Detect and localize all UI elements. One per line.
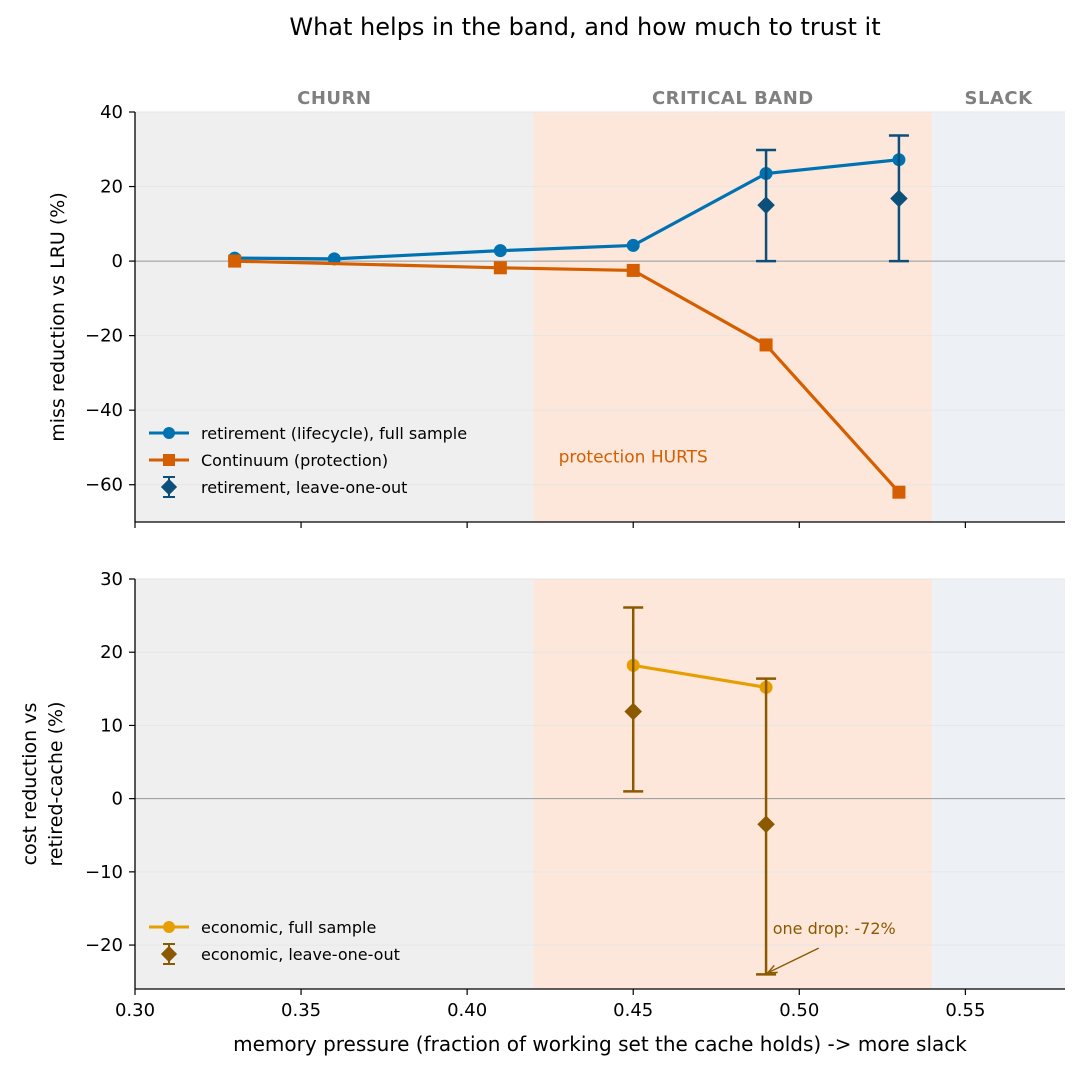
legend-label: retirement (lifecycle), full sample — [201, 424, 467, 443]
legend-item: economic, full sample — [149, 918, 376, 937]
y-tick-label: 10 — [100, 715, 123, 736]
annotation-text: one drop: -72% — [773, 919, 896, 938]
legend-item: economic, leave-one-out — [160, 943, 400, 965]
y-axis-label-line: retired-cache (%) — [45, 702, 67, 867]
region-3 — [932, 579, 1065, 989]
series-2 — [623, 606, 777, 976]
region-label: CRITICAL BAND — [652, 88, 814, 109]
data-point — [890, 189, 908, 208]
y-tick-label: −60 — [85, 475, 123, 496]
data-point — [892, 485, 906, 499]
x-tick-label: 0.30 — [115, 1000, 155, 1021]
x-tick-label: 0.45 — [613, 1000, 653, 1021]
x-tick-label: 0.40 — [447, 1000, 487, 1021]
series-3 — [756, 134, 909, 263]
legend-item: retirement, leave-one-out — [160, 476, 407, 498]
annotation-arrowhead — [766, 964, 778, 974]
region-1 — [135, 579, 534, 989]
y-tick-label: −20 — [85, 326, 123, 347]
data-point — [626, 263, 640, 277]
data-point — [626, 238, 640, 252]
y-tick-label: 0 — [112, 789, 123, 810]
series-line — [234, 158, 900, 261]
data-point — [624, 702, 642, 721]
panel-2: 30 20 10 0 −10 −20 0.30 0.35 0.40 0.45 0.50 0.55 cos… — [19, 569, 1065, 1021]
legend: economic, full sample economic, leave-one… — [149, 918, 400, 965]
panel-1: CHURN CRITICAL BAND SLACK 40 20 0 −20 −40 −60 mis… — [47, 88, 1065, 528]
x-axis-label: memory pressure (fraction of working set… — [233, 1032, 967, 1056]
y-tick-label: −40 — [85, 400, 123, 421]
legend-marker — [163, 921, 175, 933]
chart-title: What helps in the band, and how much to … — [289, 13, 880, 41]
x-tick-label: 0.50 — [779, 1000, 819, 1021]
legend-label: economic, leave-one-out — [201, 945, 400, 964]
y-tick-label: 20 — [100, 642, 123, 663]
y-axis-label-line: miss reduction vs LRU (%) — [47, 192, 69, 442]
series-line — [632, 663, 767, 689]
y-tick-label: −10 — [85, 862, 123, 883]
y-axis-label-line: cost reduction vs — [19, 703, 41, 866]
region-label: CHURN — [297, 88, 371, 109]
legend-marker — [163, 454, 175, 466]
data-point — [759, 338, 773, 352]
legend-label: economic, full sample — [201, 918, 376, 937]
y-axis-label: cost reduction vs retired-cache (%) — [19, 702, 67, 867]
data-point — [757, 196, 775, 214]
y-tick-label: 30 — [100, 569, 123, 590]
region-2 — [533, 579, 933, 989]
data-point — [493, 244, 507, 258]
series-2 — [228, 254, 906, 499]
x-tick-label: 0.35 — [281, 1000, 321, 1021]
annotation-text: protection HURTS — [559, 447, 708, 467]
legend-label: retirement, leave-one-out — [201, 478, 407, 497]
y-tick-label: 20 — [100, 177, 123, 198]
data-point — [228, 254, 242, 268]
region-1 — [135, 112, 534, 522]
legend: retirement (lifecycle), full sample Conti… — [149, 424, 467, 498]
annotation-arrow — [767, 947, 820, 974]
x-tick-label: 0.55 — [945, 1000, 985, 1021]
y-tick-label: 0 — [112, 251, 123, 272]
region-3 — [932, 112, 1065, 522]
y-tick-label: 40 — [100, 102, 123, 123]
y-axis-label: miss reduction vs LRU (%) — [47, 192, 69, 442]
legend-marker — [160, 478, 178, 496]
region-label: SLACK — [965, 88, 1034, 109]
legend-marker — [160, 945, 178, 963]
y-tick-label: −20 — [85, 935, 123, 956]
data-point — [757, 815, 775, 834]
legend-item: Continuum (protection) — [149, 451, 388, 470]
legend-item: retirement (lifecycle), full sample — [149, 424, 467, 443]
legend-label: Continuum (protection) — [201, 451, 388, 470]
legend-marker — [163, 427, 175, 439]
data-point — [493, 261, 507, 275]
